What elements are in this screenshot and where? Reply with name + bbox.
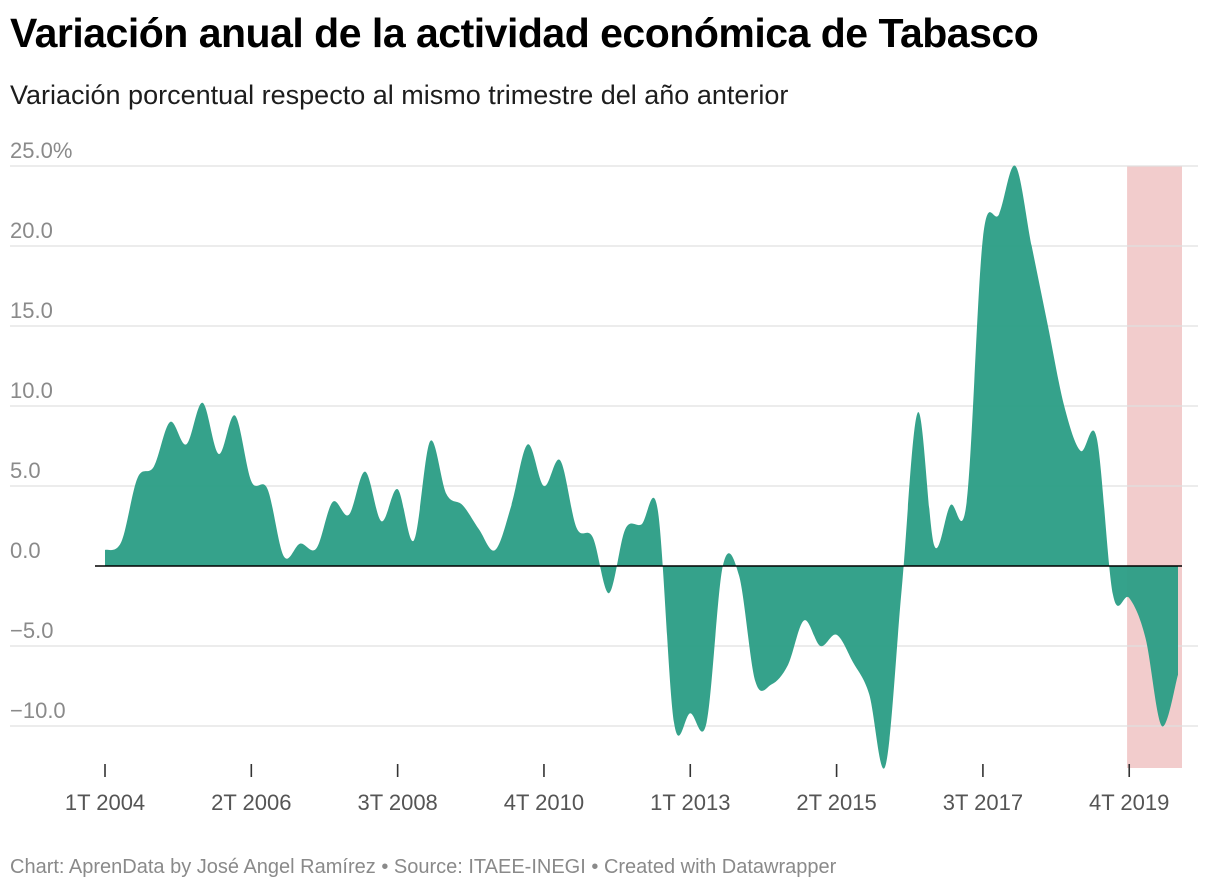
y-tick-label: 0.0 xyxy=(10,538,41,563)
footer-separator: • xyxy=(591,856,599,878)
chart-title: Variación anual de la actividad económic… xyxy=(10,10,1039,56)
x-tick-label: 4T 2010 xyxy=(504,790,584,815)
x-tick-label: 4T 2019 xyxy=(1089,790,1169,815)
y-tick-label: 5.0 xyxy=(10,458,41,483)
y-tick-label: 20.0 xyxy=(10,218,53,243)
x-tick-label: 1T 2013 xyxy=(650,790,730,815)
y-tick-label: 25.0% xyxy=(10,138,72,163)
series-area xyxy=(105,165,1178,769)
footer-separator: • xyxy=(381,856,389,878)
chart-subtitle: Variación porcentual respecto al mismo t… xyxy=(10,80,789,110)
footer-created: Created with Datawrapper xyxy=(603,856,837,878)
x-tick-label: 2T 2015 xyxy=(796,790,876,815)
y-tick-label: 10.0 xyxy=(10,378,53,403)
x-tick-label: 3T 2008 xyxy=(357,790,437,815)
footer-source: Source: ITAEE-INEGI xyxy=(393,856,586,878)
x-tick-label: 3T 2017 xyxy=(943,790,1023,815)
y-tick-label: 15.0 xyxy=(10,298,53,323)
x-tick-label: 1T 2004 xyxy=(65,790,145,815)
x-tick-label: 2T 2006 xyxy=(211,790,291,815)
y-tick-label: −5.0 xyxy=(10,618,53,643)
y-tick-label: −10.0 xyxy=(10,698,66,723)
footer-credit: Chart: AprenData by José Angel Ramírez xyxy=(10,856,376,878)
chart-footer: Chart: AprenData by José Angel Ramírez •… xyxy=(10,856,836,879)
